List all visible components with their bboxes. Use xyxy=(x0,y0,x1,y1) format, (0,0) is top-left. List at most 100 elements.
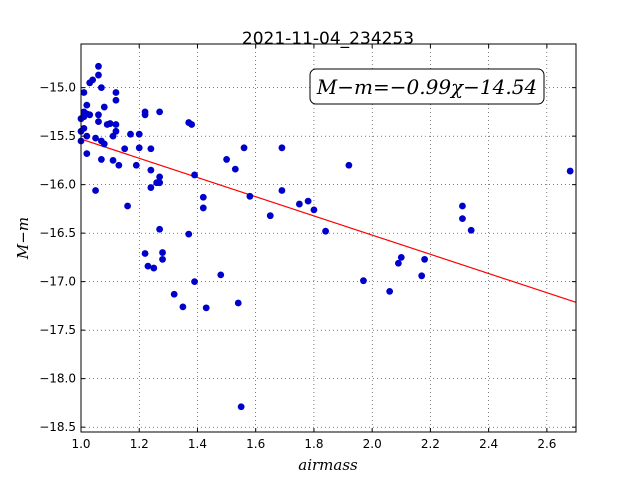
y-tick-label: −16.5 xyxy=(39,226,76,240)
data-point xyxy=(237,403,245,411)
y-tick-label: −18.5 xyxy=(39,420,76,434)
data-point xyxy=(156,173,164,181)
data-point xyxy=(147,184,155,191)
data-point xyxy=(304,197,312,205)
plot-frame xyxy=(80,43,577,433)
x-tick-label: 2.2 xyxy=(421,437,440,451)
x-tick-label: 1.0 xyxy=(71,437,90,451)
data-point xyxy=(83,132,91,140)
data-point xyxy=(467,226,475,234)
data-point xyxy=(135,144,143,152)
data-point xyxy=(191,171,198,179)
data-points xyxy=(77,62,574,411)
data-point xyxy=(106,120,114,127)
data-point xyxy=(386,287,394,295)
data-point xyxy=(141,111,149,119)
data-point xyxy=(132,161,140,169)
data-point xyxy=(97,156,105,163)
data-point xyxy=(92,187,99,194)
data-point xyxy=(278,144,286,152)
data-point xyxy=(202,304,210,312)
fit-line xyxy=(80,138,577,303)
data-point xyxy=(95,71,102,79)
y-tick-label: −17.5 xyxy=(39,323,76,337)
data-point xyxy=(112,96,120,104)
y-axis-label: M−m xyxy=(14,217,32,260)
data-point xyxy=(144,262,152,270)
x-axis-ticks: 1.0 1.2 1.4 1.6 1.8 2.0 2.2 2.4 2.6 xyxy=(71,44,556,451)
data-point xyxy=(459,202,466,210)
data-point xyxy=(112,121,120,128)
data-point xyxy=(97,84,105,92)
data-point xyxy=(394,259,402,267)
x-tick-label: 2.4 xyxy=(479,437,498,451)
fit-line-group xyxy=(80,138,577,303)
data-point xyxy=(135,130,143,138)
data-point xyxy=(156,108,164,116)
x-tick-label: 2.6 xyxy=(537,437,556,451)
data-point xyxy=(345,161,353,169)
data-point xyxy=(397,254,405,261)
data-point xyxy=(310,206,318,214)
data-point xyxy=(322,227,329,235)
data-point xyxy=(185,230,193,238)
data-point xyxy=(240,144,248,152)
data-point xyxy=(95,118,102,125)
data-point xyxy=(421,255,428,263)
data-point xyxy=(566,167,574,175)
data-point xyxy=(121,145,129,153)
data-point xyxy=(418,272,426,280)
legend-box: M−m=−0.99χ−14.54 xyxy=(309,68,545,105)
data-point xyxy=(124,202,131,210)
data-point xyxy=(112,127,120,135)
data-point xyxy=(109,157,117,164)
data-point xyxy=(80,124,88,132)
y-tick-label: −17.0 xyxy=(39,275,76,289)
data-point xyxy=(191,278,198,286)
y-tick-label: −16.0 xyxy=(39,178,76,192)
y-tick-label: −15.0 xyxy=(39,81,76,95)
data-point xyxy=(100,140,108,148)
data-point xyxy=(179,303,187,311)
data-point xyxy=(360,277,367,285)
data-point xyxy=(80,89,88,96)
data-point xyxy=(112,89,120,96)
x-tick-label: 1.6 xyxy=(246,437,265,451)
data-point xyxy=(95,111,102,119)
data-point xyxy=(83,101,91,109)
data-point xyxy=(217,271,225,279)
data-point xyxy=(95,62,102,70)
data-point xyxy=(231,165,239,173)
data-point xyxy=(188,121,196,128)
y-axis-ticks: −15.0 −15.5 −16.0 −16.5 −17.0 −17.5 −18.0 −18.5 xyxy=(39,81,576,434)
y-tick-label: −15.5 xyxy=(39,129,76,143)
data-point xyxy=(246,192,254,200)
data-point xyxy=(141,250,149,257)
x-tick-label: 1.2 xyxy=(130,437,149,451)
fit-equation-label: M−m=−0.99χ−14.54 xyxy=(316,75,537,99)
x-tick-label: 2.0 xyxy=(363,437,382,451)
data-point xyxy=(156,225,164,233)
x-tick-label: 1.8 xyxy=(304,437,323,451)
data-point xyxy=(89,76,97,84)
data-point xyxy=(459,215,466,223)
data-point xyxy=(234,299,242,307)
data-point xyxy=(223,156,230,163)
data-point xyxy=(150,264,158,272)
x-tick-label: 1.4 xyxy=(188,437,207,451)
data-point xyxy=(199,204,207,212)
data-point xyxy=(147,166,155,174)
data-point xyxy=(92,134,99,142)
data-point xyxy=(266,212,274,220)
data-point xyxy=(199,193,207,201)
data-point xyxy=(159,255,166,263)
chart-title: 2021-11-04_234253 xyxy=(242,29,414,49)
data-point xyxy=(83,150,91,158)
data-point xyxy=(86,111,94,119)
data-point xyxy=(278,187,286,194)
data-point xyxy=(159,249,166,256)
data-point xyxy=(115,161,123,169)
data-point xyxy=(295,200,303,208)
data-point xyxy=(156,179,164,187)
